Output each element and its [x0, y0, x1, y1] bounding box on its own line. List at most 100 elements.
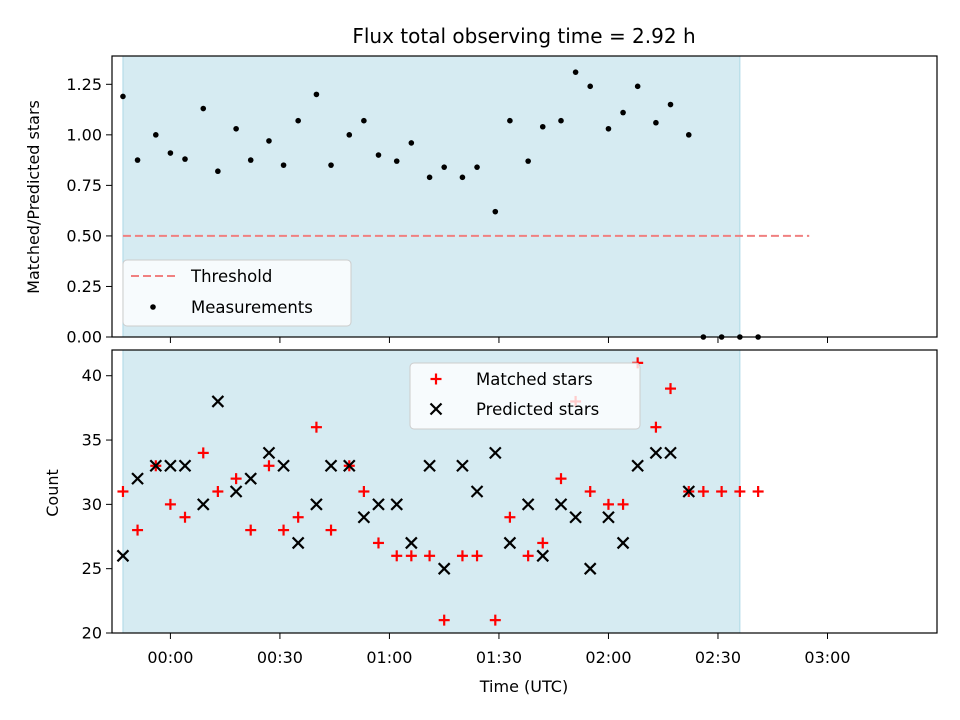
- x-tick-label: 01:30: [476, 648, 522, 667]
- x-tick-label: 01:00: [366, 648, 412, 667]
- legend-threshold-label: Threshold: [190, 267, 272, 286]
- measurement-point: [525, 158, 531, 164]
- cross-b: [602, 510, 615, 524]
- matched-point: [522, 550, 534, 562]
- cross-b: [131, 472, 144, 485]
- legend-cross-marker: [429, 402, 443, 416]
- predicted-point: [262, 446, 276, 460]
- matched-point: [752, 486, 764, 497]
- predicted-point: [211, 395, 225, 408]
- measurement-point: [233, 125, 239, 132]
- predicted-point: [616, 536, 630, 550]
- predicted-point: [536, 549, 550, 563]
- matched-point: [424, 550, 436, 562]
- predicted-point: [372, 498, 385, 511]
- measurement-point: [134, 157, 141, 163]
- bottom-y-axis-label: Count: [43, 469, 62, 517]
- matched-point: [537, 537, 549, 549]
- predicted-point: [390, 498, 404, 511]
- y-tick-label: 0.75: [66, 176, 102, 195]
- measurement-point: [182, 156, 188, 162]
- matched-point: [325, 524, 337, 536]
- matched-point: [602, 498, 614, 510]
- matched-point: [372, 537, 384, 549]
- matched-point: [117, 486, 129, 497]
- bottom-legend-frame: [409, 362, 641, 430]
- predicted-point: [324, 459, 338, 473]
- cross-b: [116, 549, 130, 563]
- matched-point: [132, 524, 144, 536]
- cross-b: [536, 549, 550, 563]
- cross-b: [357, 510, 371, 524]
- legend-measurements-swatch: [150, 304, 156, 310]
- matched-point: [555, 473, 567, 485]
- cross-b: [569, 510, 582, 524]
- measurement-point: [153, 132, 159, 138]
- measurement-point: [587, 83, 594, 90]
- legend-predicted-swatch: [429, 402, 443, 416]
- predicted-point: [244, 472, 257, 485]
- predicted-point: [310, 498, 323, 511]
- cross-b: [429, 402, 443, 416]
- predicted-point: [131, 472, 144, 485]
- measurement-point: [393, 158, 400, 164]
- matched-point: [734, 486, 746, 497]
- cross-b: [554, 498, 568, 511]
- measurement-point: [441, 164, 447, 170]
- measurement-point: [572, 69, 579, 75]
- cross-b: [244, 472, 257, 485]
- cross-b: [405, 536, 418, 550]
- predicted-point: [357, 510, 371, 524]
- bottom-legend: Matched stars Predicted stars: [409, 362, 641, 430]
- predicted-point: [178, 459, 192, 473]
- cross-b: [372, 498, 385, 511]
- cross-b: [229, 485, 243, 498]
- predicted-point: [521, 498, 535, 511]
- matched-point: [278, 524, 290, 536]
- matched-point: [292, 511, 304, 523]
- x-tick-label: 02:30: [695, 648, 741, 667]
- y-tick-label: 30: [82, 495, 102, 514]
- cross-b: [583, 562, 597, 575]
- matched-point: [212, 486, 224, 497]
- y-tick-label: 1.25: [66, 75, 102, 94]
- matched-point: [164, 498, 176, 510]
- predicted-point: [489, 446, 502, 460]
- measurement-point: [167, 150, 174, 156]
- predicted-point: [437, 562, 451, 575]
- cross-b: [489, 446, 502, 460]
- cross-b: [423, 459, 436, 473]
- cross-b: [211, 395, 225, 408]
- y-tick-label: 0.25: [66, 277, 102, 296]
- cross-b: [503, 536, 517, 550]
- matched-point: [391, 550, 403, 562]
- measurement-point: [426, 174, 433, 181]
- cross-b: [149, 459, 163, 473]
- cross-b: [343, 459, 356, 473]
- matched-point: [504, 511, 516, 523]
- matched-point: [230, 473, 242, 485]
- x-axis-label: Time (UTC): [479, 677, 568, 696]
- matched-point: [405, 550, 417, 562]
- x-tick-label: 00:00: [147, 648, 193, 667]
- measurement-point: [685, 132, 692, 138]
- matched-point: [197, 447, 209, 459]
- y-tick-label: 20: [82, 624, 102, 643]
- y-tick-label: 25: [82, 559, 102, 578]
- cross-b: [324, 459, 338, 473]
- matched-point: [697, 486, 709, 497]
- predicted-point: [503, 536, 517, 550]
- x-tick-label: 00:30: [257, 648, 303, 667]
- predicted-point: [664, 446, 677, 460]
- measurement-point: [215, 168, 221, 175]
- cross-b: [390, 498, 404, 511]
- y-tick-label: 40: [82, 366, 102, 385]
- cross-b: [682, 485, 696, 498]
- predicted-point: [149, 459, 163, 473]
- cross-b: [178, 459, 192, 473]
- top-legend-frame: [122, 259, 352, 327]
- predicted-point: [164, 459, 177, 473]
- x-tick-label: 03:00: [804, 648, 850, 667]
- measurement-point: [459, 174, 466, 181]
- predicted-point: [423, 459, 436, 473]
